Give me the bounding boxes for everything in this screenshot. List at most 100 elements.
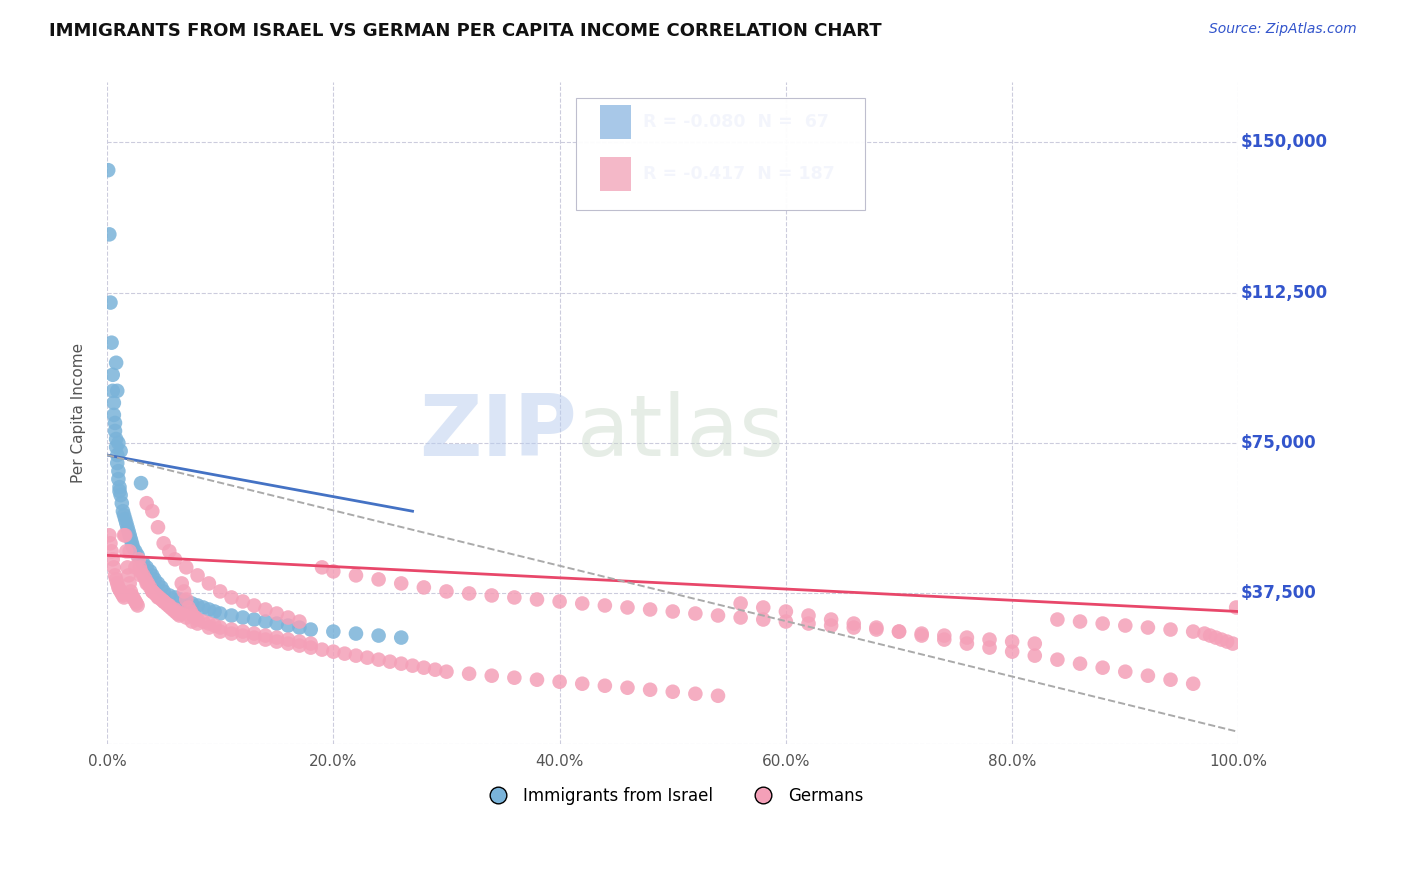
Point <box>122 592 145 607</box>
Point <box>548 594 571 608</box>
Point <box>105 576 128 591</box>
Point <box>481 589 503 603</box>
Point <box>911 626 934 640</box>
Point <box>571 597 593 611</box>
Point <box>97 163 120 178</box>
Legend: Immigrants from Israel, Germans: Immigrants from Israel, Germans <box>475 780 870 812</box>
Point <box>114 512 136 526</box>
Text: Source: ZipAtlas.com: Source: ZipAtlas.com <box>1209 22 1357 37</box>
Point <box>105 432 128 446</box>
Text: $112,500: $112,500 <box>1240 284 1327 301</box>
Point <box>105 456 128 470</box>
Point <box>122 541 145 555</box>
Point <box>503 671 526 685</box>
Point <box>108 480 131 494</box>
Point <box>1222 637 1244 651</box>
Point <box>299 637 322 651</box>
Point <box>163 591 186 605</box>
Point <box>177 600 200 615</box>
Point <box>356 650 378 665</box>
Point <box>141 584 163 599</box>
Point <box>98 227 121 242</box>
Point <box>169 608 191 623</box>
Point <box>1114 665 1136 679</box>
Text: $37,500: $37,500 <box>1240 584 1316 602</box>
Point <box>209 624 232 639</box>
Point <box>616 681 638 695</box>
Point <box>163 605 186 619</box>
Point <box>111 504 134 518</box>
Point <box>548 674 571 689</box>
Point <box>107 472 129 486</box>
Point <box>173 584 195 599</box>
Point <box>277 618 299 632</box>
Point <box>166 607 188 621</box>
Point <box>232 594 254 608</box>
Point <box>108 484 131 499</box>
Point <box>105 440 128 454</box>
Point <box>1199 629 1222 643</box>
Point <box>180 605 202 619</box>
Point <box>105 448 128 462</box>
Point <box>322 624 344 639</box>
Point <box>797 608 820 623</box>
Point <box>118 528 141 542</box>
Point <box>865 623 887 637</box>
Point <box>141 568 163 582</box>
Point <box>344 648 367 663</box>
Point <box>1194 626 1216 640</box>
Point <box>221 591 243 605</box>
Point <box>1182 624 1205 639</box>
Point <box>266 634 288 648</box>
Point <box>181 615 204 629</box>
Point <box>187 616 209 631</box>
Point <box>277 610 299 624</box>
Point <box>103 560 125 574</box>
Point <box>1136 669 1159 683</box>
Point <box>820 618 842 632</box>
Point <box>232 629 254 643</box>
Point <box>128 560 150 574</box>
Point <box>311 560 333 574</box>
Point <box>174 560 197 574</box>
Point <box>752 613 775 627</box>
Point <box>152 536 174 550</box>
Point <box>887 624 910 639</box>
Point <box>110 488 132 502</box>
Point <box>100 536 122 550</box>
Point <box>170 576 193 591</box>
Point <box>125 597 148 611</box>
Point <box>526 673 548 687</box>
Point <box>157 599 180 613</box>
Point <box>124 560 146 574</box>
Point <box>311 642 333 657</box>
Text: ZIP: ZIP <box>419 392 576 475</box>
Point <box>150 592 173 607</box>
Point <box>169 607 191 621</box>
Point <box>117 560 139 574</box>
Point <box>1046 653 1069 667</box>
Point <box>842 616 865 631</box>
Point <box>184 610 207 624</box>
Point <box>105 384 128 398</box>
Point <box>979 640 1001 655</box>
Point <box>146 520 169 534</box>
Point <box>707 608 730 623</box>
Text: $75,000: $75,000 <box>1240 434 1316 452</box>
Point <box>707 689 730 703</box>
Point <box>187 568 209 582</box>
Point <box>135 573 157 587</box>
Point <box>288 634 311 648</box>
Point <box>100 295 122 310</box>
Point <box>128 552 150 566</box>
Point <box>135 496 157 510</box>
Point <box>685 687 707 701</box>
Point <box>344 568 367 582</box>
Text: $150,000: $150,000 <box>1240 133 1327 151</box>
Point <box>1001 645 1024 659</box>
Point <box>616 600 638 615</box>
Point <box>209 621 232 635</box>
Point <box>1211 632 1233 647</box>
Point <box>685 607 707 621</box>
Point <box>481 669 503 683</box>
